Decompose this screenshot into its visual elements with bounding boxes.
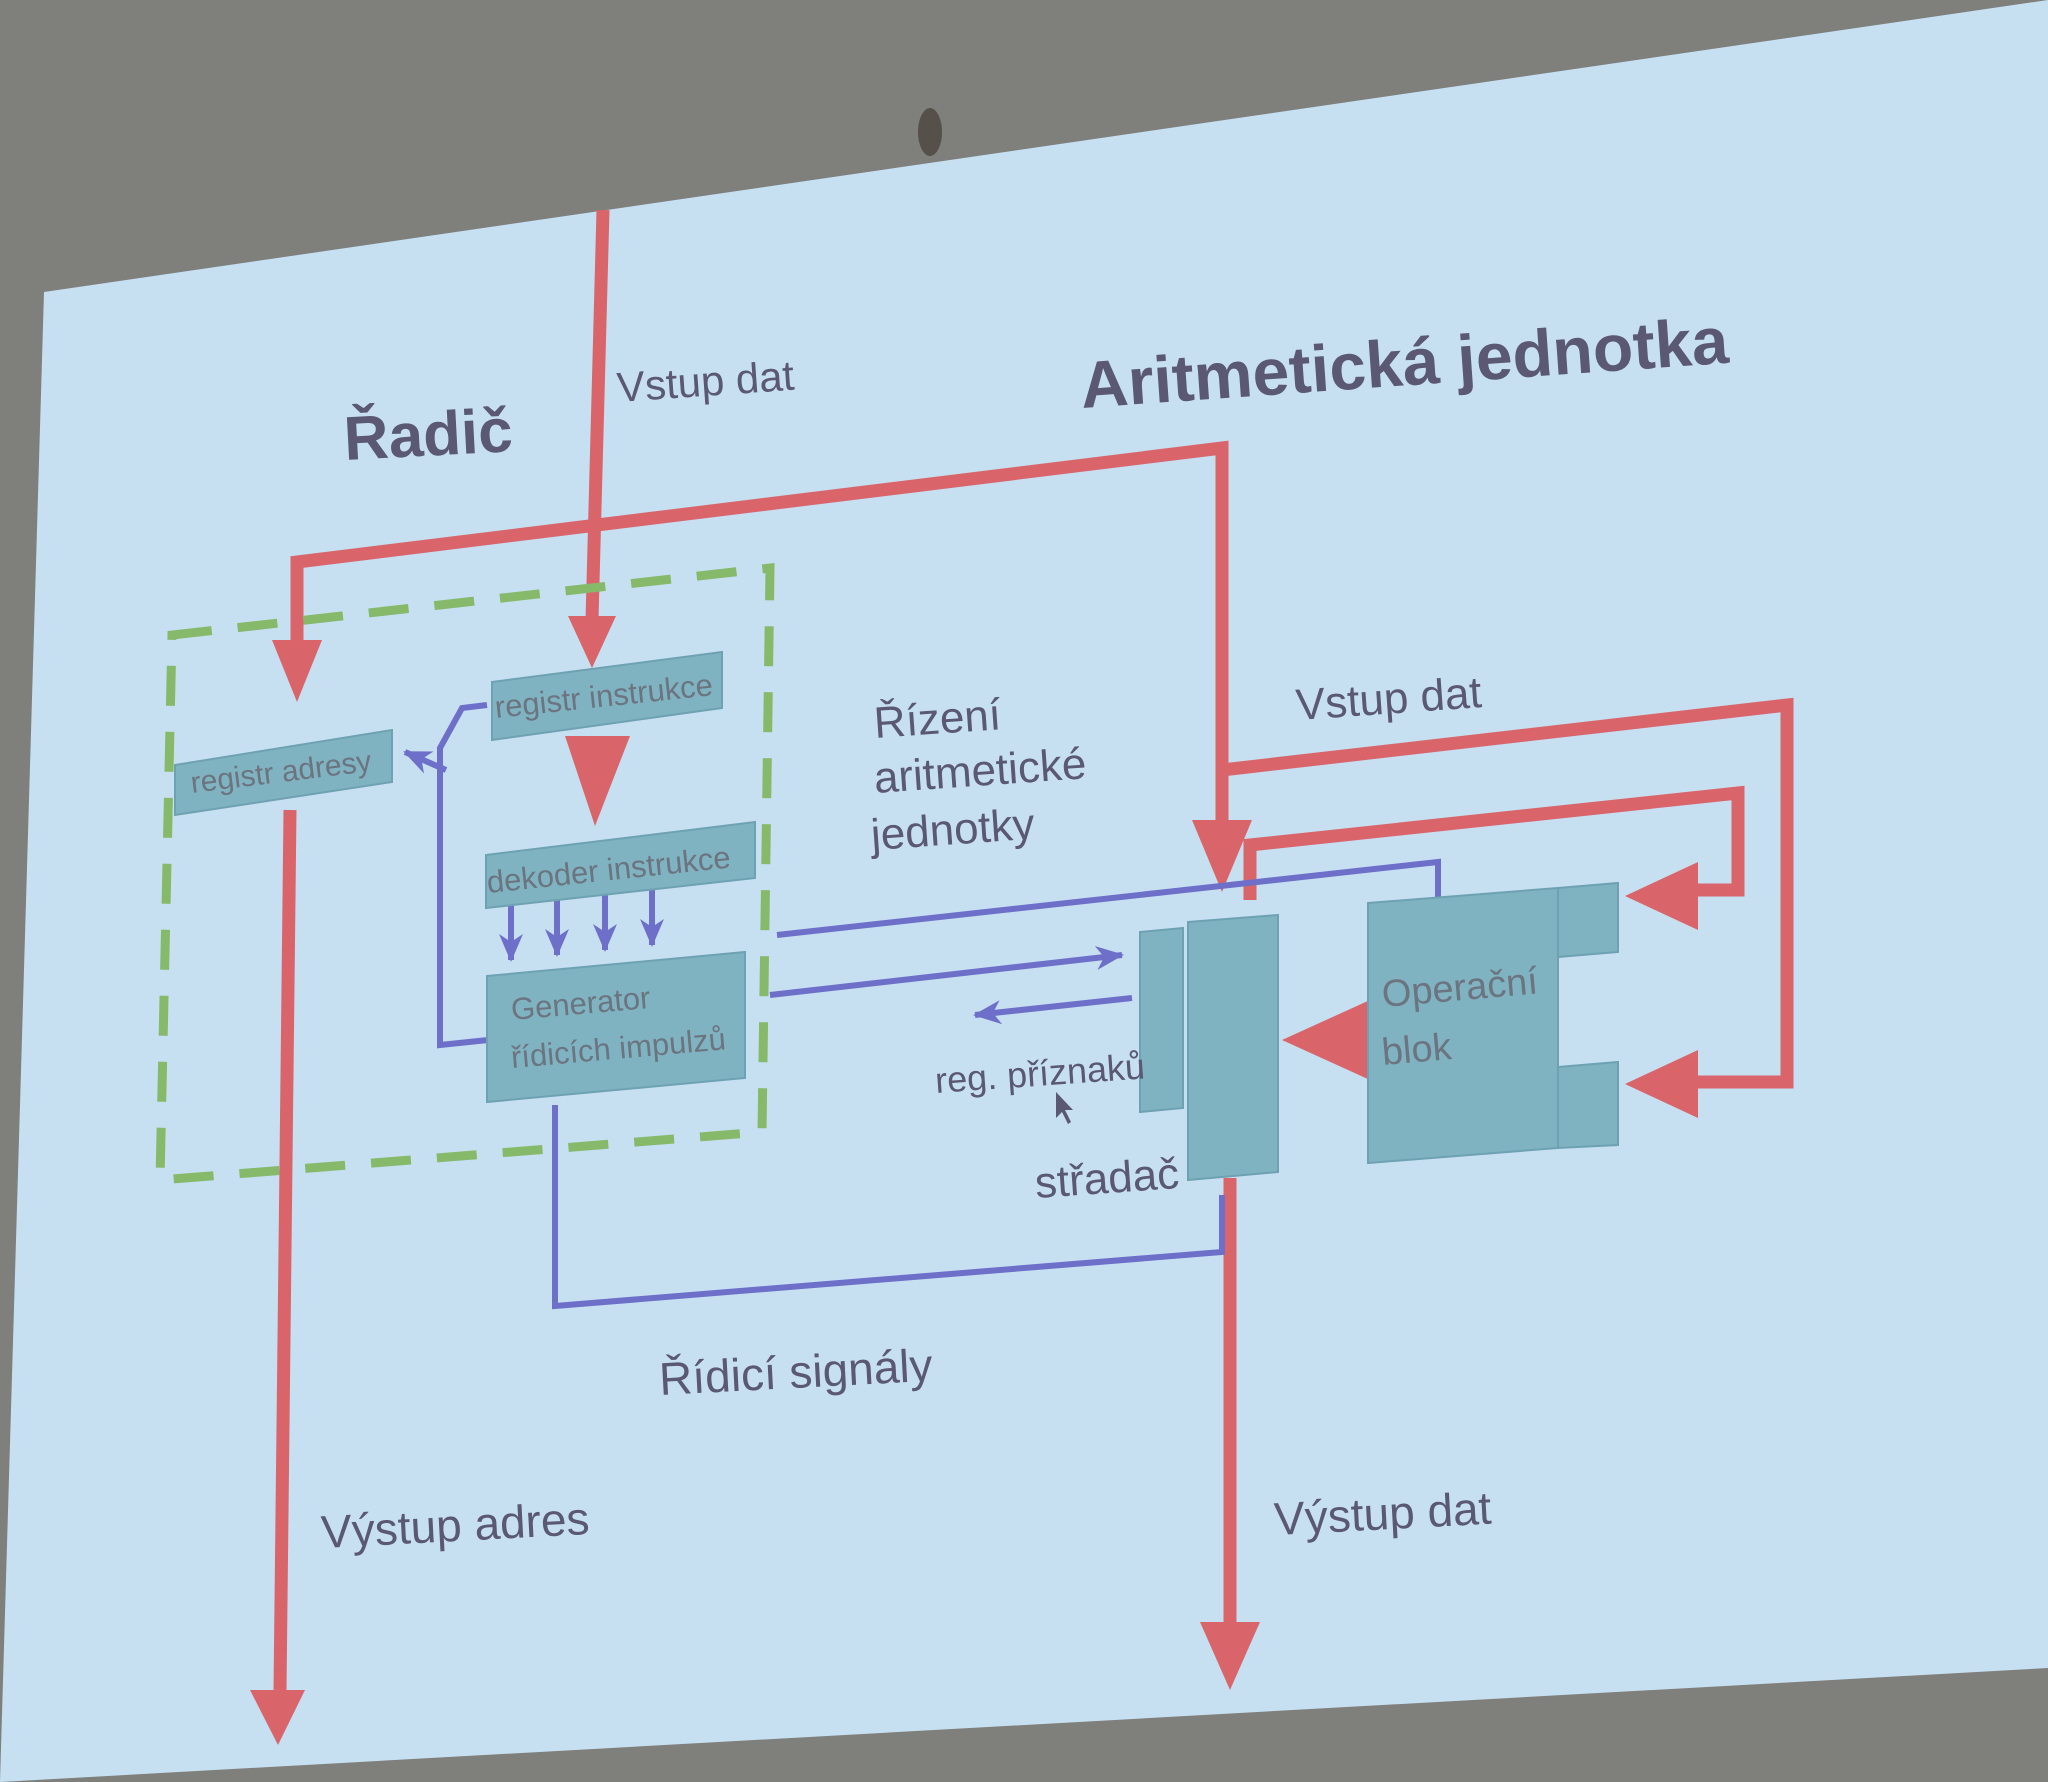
control-signals-line [552,1105,1225,1310]
stradac-box [1187,913,1279,1182]
operacni-input-bottom [1557,1060,1619,1150]
registr-instrukce-box [491,650,723,742]
input-data-top-line [585,209,610,621]
mouse-cursor-icon [1056,1092,1073,1124]
arrowhead-vystup-adres [250,1690,305,1745]
radic-title: Řadič [342,396,514,474]
data-arrowheads [250,616,1698,1745]
control-arith-line [776,858,1441,938]
operacni-blok-label-2: blok [1380,1026,1454,1074]
arrowhead-registr-to-dekoder [565,736,630,826]
generator-box [486,950,746,1104]
arrowhead-operacni-bottom [1625,1050,1698,1118]
operacni-input-top [1557,881,1619,959]
reg-priznaku-box [1139,926,1184,1114]
priznaky-to-control-line [973,995,1133,1025]
data-input-right-outer [1221,697,1794,1089]
registr-adresy-box [174,728,393,817]
vystup-dat-label: Výstup dat [1273,1482,1493,1545]
radic-group-border [155,562,775,1185]
control-to-priznaky-line [769,946,1124,998]
control-to-registr-adresy [403,749,448,774]
operacni-blok-box [1367,886,1559,1165]
boxes [174,650,1619,1182]
rizeni-label-1: Řízení [872,690,1003,748]
rizeni-label-3: jednotky [867,800,1036,860]
arrowhead-vystup-dat [1200,1622,1260,1690]
wall-mark [918,108,942,156]
address-feed-line [290,440,1229,820]
dekoder-instrukce-box [485,820,756,910]
arrowhead-registr-adresy [272,640,322,702]
address-output-line [273,809,297,1691]
data-input-right-inner [1243,785,1745,900]
arrowhead-stradac-top [1192,820,1252,892]
stradac-label: střadač [1033,1149,1180,1208]
control-loop-line [437,702,489,1049]
arrowhead-operacni-top [1625,862,1698,930]
arrowhead-registr-instrukce [568,616,616,668]
arrowhead-operacni-to-stradac [1282,1000,1370,1080]
control-paths [403,702,1441,1310]
